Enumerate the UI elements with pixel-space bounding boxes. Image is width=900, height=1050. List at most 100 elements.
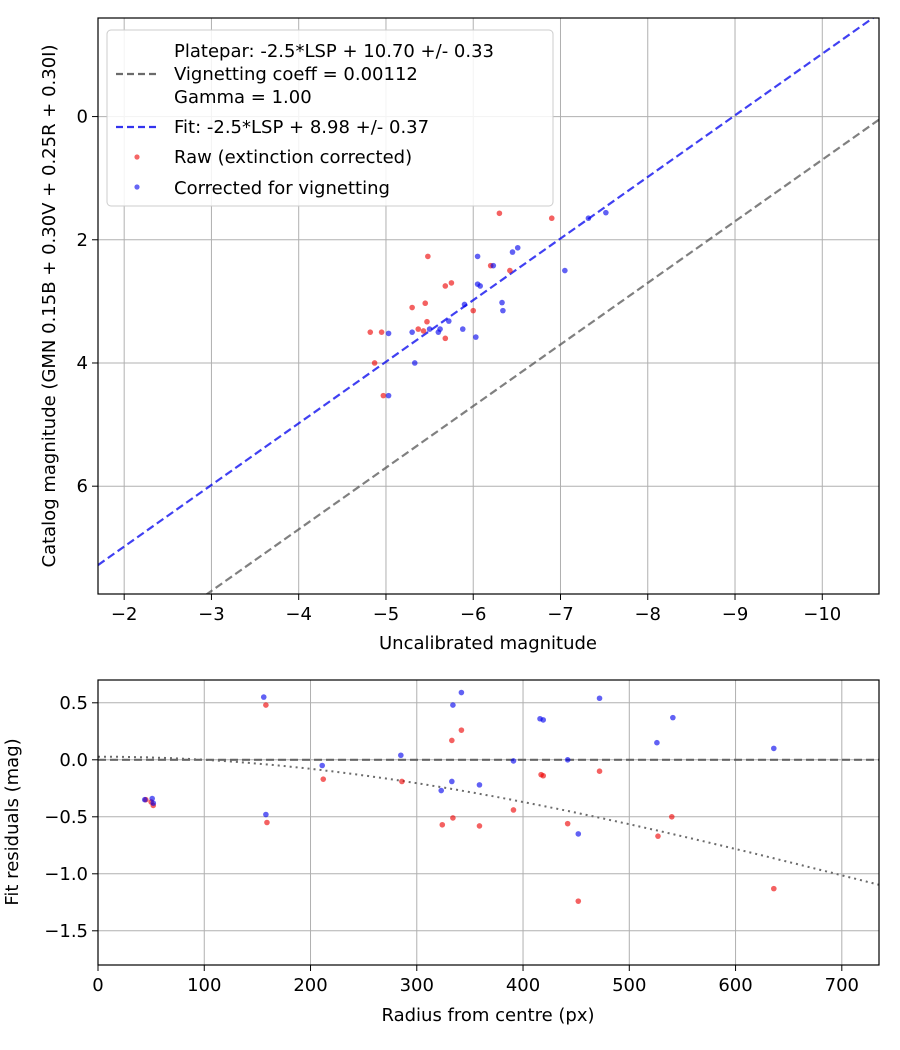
x-tick-label: −3 [198,604,225,625]
corrected-point [510,758,517,764]
corrected-point [319,762,326,769]
raw-point [507,267,513,274]
bottom-plot-frame [97,679,880,966]
corrected-point [149,795,155,802]
raw-point [380,392,387,399]
corrected-point [398,752,404,759]
bottom-grid [97,680,879,965]
raw-point [655,833,661,839]
y-tick-label: 0.0 [59,750,88,771]
raw-point [496,210,503,217]
x-tick-label: 400 [506,975,540,996]
corrected-point [500,307,506,314]
corrected-point [476,782,483,788]
corrected-point [150,800,157,806]
corrected-point [603,209,609,216]
corrected-point [575,831,582,837]
corrected-point [385,392,392,399]
corrected-point [477,283,484,289]
y-tick-label: 6 [77,476,88,497]
bottom-y-ticks: 0.5 0.0 −0.5 −1.0 −1.5 [44,693,98,942]
corrected-point [474,253,481,260]
y-tick-label: 4 [77,353,88,374]
legend-corrected-marker [134,184,140,190]
raw-point [367,329,374,335]
x-tick-label: −10 [803,604,841,625]
raw-point [575,898,582,904]
top-y-axis-label: Catalog magnitude (GMN 0.15B + 0.30V + 0… [39,44,60,567]
top-x-ticks: −2 −3 −4 −5 −6 −7 −8 −9 −10 [111,594,841,625]
corrected-point [562,267,568,274]
corrected-point [461,301,468,308]
top-scatter-points [367,209,609,399]
raw-point [448,280,455,286]
corrected-point [490,262,497,269]
raw-point [442,283,449,289]
raw-point [424,318,430,325]
corrected-point [409,329,415,335]
corrected-point [141,796,148,803]
x-tick-label: 300 [400,975,434,996]
top-y-ticks: 0 2 4 6 [77,107,98,497]
corrected-point [449,778,455,785]
bottom-reference-lines [98,755,879,886]
y-tick-label: −1.0 [44,864,88,885]
raw-point [458,727,465,733]
corrected-point [564,757,571,763]
raw-point [449,737,455,744]
x-tick-label: 600 [718,975,752,996]
corrected-point [596,695,603,702]
corrected-point [473,334,479,340]
y-tick-label: 2 [77,230,88,251]
top-plot-frame [97,17,880,595]
corrected-point [445,318,452,324]
raw-point [596,768,603,774]
raw-point [264,819,270,826]
x-tick-label: 100 [187,975,221,996]
raw-point [420,328,427,334]
fit-line [98,18,875,566]
corrected-point [459,326,466,332]
legend-fit-label: Fit: -2.5*LSP + 8.98 +/- 0.37 [174,117,429,138]
corrected-point [540,717,547,723]
corrected-point [585,215,592,222]
bottom-x-ticks: 0 100 200 300 400 500 600 700 [92,965,859,996]
x-tick-label: −9 [722,604,749,625]
corrected-point [670,714,676,721]
raw-point [564,820,571,827]
raw-point [668,814,675,820]
x-tick-label: 700 [825,975,859,996]
corrected-point [654,739,660,746]
bottom-x-axis-label: Radius from centre (px) [381,1005,594,1026]
corrected-point [435,329,442,335]
x-tick-label: −8 [634,604,661,625]
legend-platepar-label: Platepar: -2.5*LSP + 10.70 +/- 0.33 [174,41,494,62]
x-tick-label: 0 [92,975,103,996]
corrected-point [260,694,267,700]
bottom-chart: 0 100 200 300 400 500 600 700 0.5 0.0 −0.5 −1.0 −1.… [2,679,880,1026]
legend-raw-marker [134,154,140,160]
corrected-point [426,326,433,332]
corrected-point [411,360,418,366]
raw-point [378,329,385,335]
vignetting-curve [98,755,879,886]
corrected-point [771,745,777,752]
x-tick-label: −5 [373,604,400,625]
y-tick-label: −1.5 [44,921,88,942]
x-tick-label: 200 [293,975,327,996]
y-tick-label: −0.5 [44,807,88,828]
raw-point [510,807,517,813]
legend-box [106,29,554,207]
raw-point [470,307,477,314]
raw-point [415,326,422,332]
legend: Platepar: -2.5*LSP + 10.70 +/- 0.33 Vign… [106,29,554,207]
corrected-point [499,299,505,306]
corrected-point [263,811,269,818]
raw-point [422,300,429,307]
raw-point [439,821,446,828]
legend-raw-label: Raw (extinction corrected) [174,147,412,168]
x-tick-label: −7 [547,604,574,625]
legend-corrected-label: Corrected for vignetting [174,178,390,199]
raw-point [409,304,415,311]
